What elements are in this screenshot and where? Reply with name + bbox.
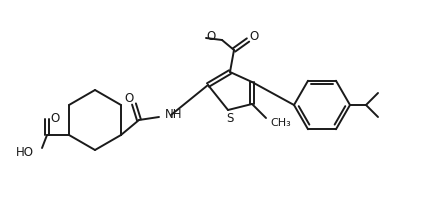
Text: CH₃: CH₃ <box>270 118 291 128</box>
Text: O: O <box>124 93 134 105</box>
Text: O: O <box>207 29 216 42</box>
Text: S: S <box>226 112 234 124</box>
Text: NH: NH <box>165 108 183 121</box>
Text: HO: HO <box>16 146 34 160</box>
Text: O: O <box>50 112 60 124</box>
Text: O: O <box>249 29 258 42</box>
